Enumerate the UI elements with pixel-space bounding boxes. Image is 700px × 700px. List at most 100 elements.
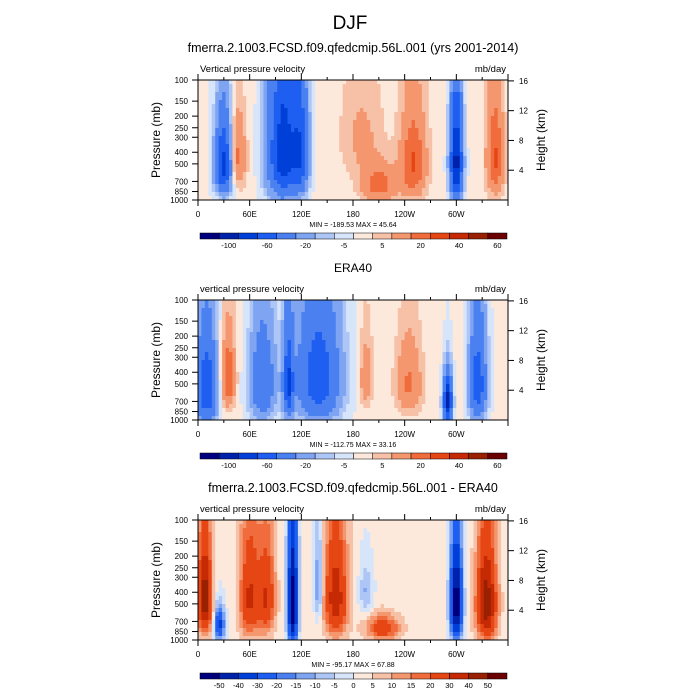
field-cell	[359, 324, 364, 329]
field-cell	[408, 124, 412, 129]
field-cell	[246, 344, 251, 349]
field-cell	[404, 360, 409, 365]
field-cell	[370, 388, 375, 393]
field-cell	[284, 396, 288, 401]
field-cell	[280, 316, 285, 321]
field-cell	[480, 376, 485, 381]
field-cell	[294, 120, 299, 125]
field-cell	[208, 328, 213, 333]
field-cell	[501, 192, 505, 197]
field-cell	[235, 392, 240, 397]
field-cell	[442, 356, 447, 361]
field-cell	[483, 384, 488, 389]
field-cell	[459, 156, 464, 161]
field-cell	[325, 112, 330, 117]
field-cell	[404, 300, 409, 305]
field-cell	[490, 108, 495, 113]
field-cell	[470, 188, 474, 193]
field-cell	[466, 304, 471, 309]
field-cell	[256, 88, 261, 93]
field-cell	[318, 180, 323, 185]
field-cell	[466, 332, 471, 337]
field-cell	[232, 128, 237, 133]
field-cell	[239, 176, 244, 181]
field-cell	[404, 152, 409, 157]
field-cell	[401, 184, 406, 189]
field-cell	[366, 104, 371, 109]
field-cell	[384, 164, 388, 169]
field-cell	[263, 108, 268, 113]
field-cell	[452, 172, 457, 177]
field-cell	[373, 376, 378, 381]
field-cell	[235, 92, 240, 97]
field-cell	[394, 84, 399, 89]
field-cell	[256, 184, 261, 189]
field-cell	[421, 376, 426, 381]
field-cell	[373, 336, 378, 341]
field-cell	[411, 324, 416, 329]
field-cell	[304, 112, 309, 117]
field-cell	[452, 124, 457, 129]
field-cell	[246, 112, 251, 117]
field-cell	[342, 336, 347, 341]
field-cell	[408, 160, 412, 165]
field-cell	[229, 344, 233, 349]
field-cell	[415, 328, 419, 333]
field-cell	[346, 84, 350, 89]
field-cell	[253, 148, 257, 153]
field-cell	[322, 176, 326, 181]
field-cell	[246, 320, 251, 325]
field-cell	[401, 348, 406, 353]
field-cell	[497, 388, 502, 393]
field-cell	[225, 164, 230, 169]
field-cell	[446, 128, 450, 133]
field-cell	[242, 96, 247, 101]
field-cell	[504, 336, 509, 341]
field-cell	[304, 372, 309, 377]
field-cell	[415, 196, 419, 201]
field-cell	[483, 344, 488, 349]
field-cell	[225, 112, 230, 117]
field-cell	[322, 344, 326, 349]
field-cell	[270, 116, 275, 121]
field-cell	[401, 332, 406, 337]
field-cell	[325, 300, 330, 305]
field-cell	[277, 356, 282, 361]
field-cell	[260, 168, 264, 173]
min-max-label: MIN = -189.53 MAX = 45.64	[309, 222, 396, 229]
field-cell	[211, 96, 216, 101]
field-cell	[483, 196, 488, 201]
field-cell	[297, 376, 302, 381]
field-cell	[432, 96, 437, 101]
field-cell	[387, 364, 392, 369]
field-cell	[421, 324, 426, 329]
field-cell	[249, 328, 254, 333]
field-cell	[408, 344, 412, 349]
field-cell	[222, 124, 226, 129]
field-cell	[459, 196, 464, 201]
field-cell	[439, 304, 443, 309]
field-cell	[325, 152, 330, 157]
field-cell	[304, 188, 309, 193]
field-cell	[325, 316, 330, 321]
field-cell	[408, 144, 412, 149]
field-cell	[249, 108, 254, 113]
field-cell	[387, 80, 392, 85]
field-cell	[487, 112, 492, 117]
field-cell	[404, 192, 409, 197]
field-cell	[280, 364, 285, 369]
field-cell	[449, 136, 454, 141]
field-cell	[256, 120, 261, 125]
field-cell	[480, 104, 485, 109]
field-cell	[263, 312, 268, 317]
field-cell	[335, 372, 340, 377]
field-cell	[480, 356, 485, 361]
field-cell	[308, 392, 313, 397]
field-cell	[328, 356, 333, 361]
field-cell	[198, 308, 202, 313]
field-cell	[446, 152, 450, 157]
field-cell	[339, 336, 344, 341]
field-cell	[242, 388, 247, 393]
field-cell	[470, 140, 474, 145]
field-cell	[418, 188, 423, 193]
